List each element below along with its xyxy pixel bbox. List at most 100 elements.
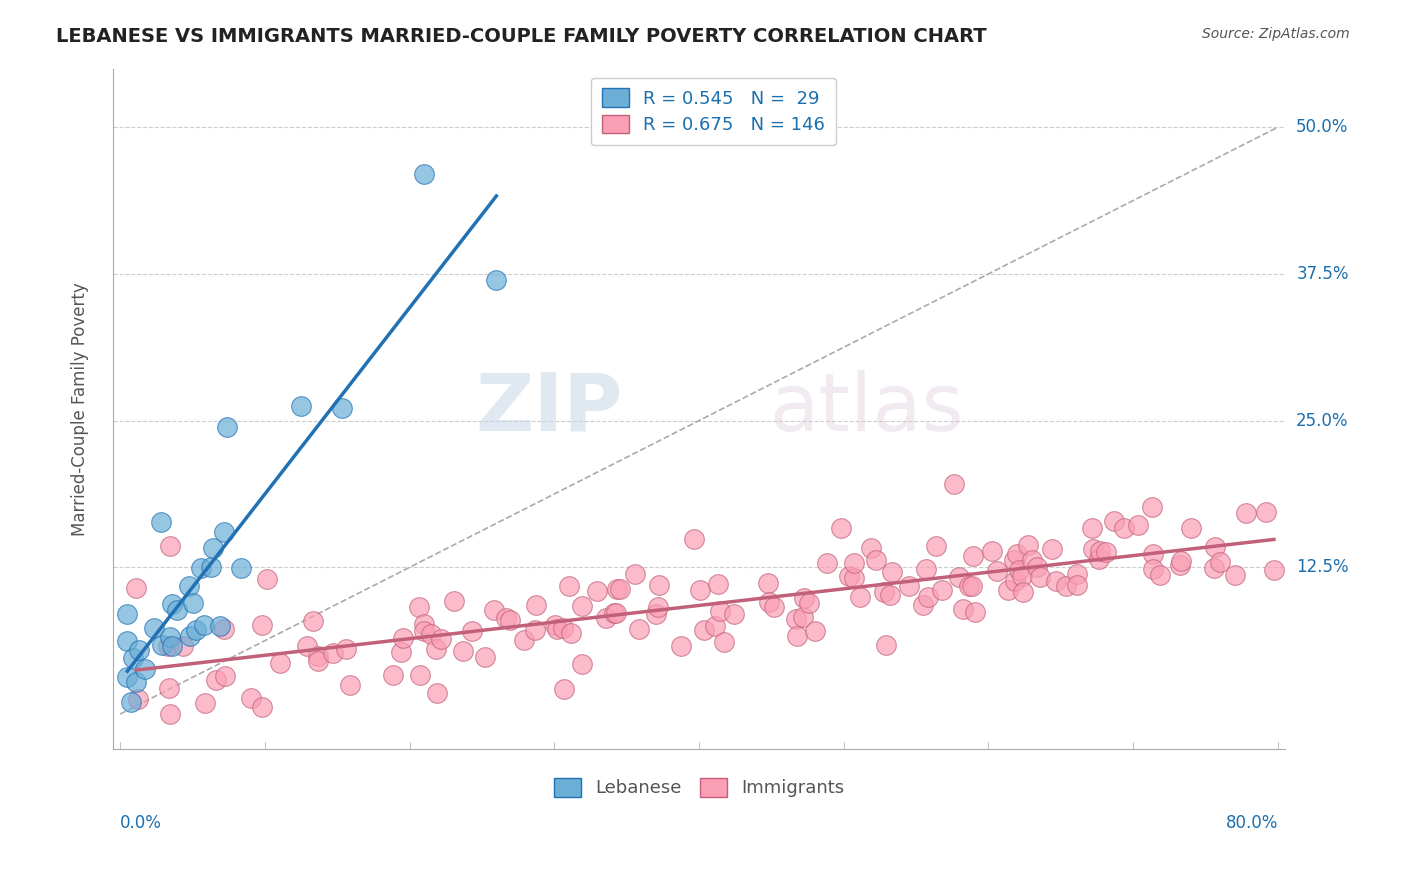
Point xyxy=(792,610,814,624)
Point xyxy=(419,626,441,640)
Point xyxy=(413,167,436,181)
Point xyxy=(997,582,1019,597)
Point xyxy=(1040,542,1063,557)
Text: 12.5%: 12.5% xyxy=(1296,558,1348,576)
Text: 50.0%: 50.0% xyxy=(1296,119,1348,136)
Point xyxy=(551,621,574,635)
Point xyxy=(647,600,669,615)
Point xyxy=(965,605,987,619)
Point xyxy=(1234,506,1257,520)
Text: 37.5%: 37.5% xyxy=(1296,265,1348,283)
Point xyxy=(605,606,627,620)
Point xyxy=(339,678,361,692)
Point xyxy=(865,552,887,566)
Point xyxy=(322,646,344,660)
Point xyxy=(948,570,970,584)
Point xyxy=(689,582,711,597)
Point xyxy=(546,622,568,636)
Point xyxy=(482,603,505,617)
Point xyxy=(623,567,645,582)
Point xyxy=(1142,547,1164,561)
Point xyxy=(205,673,228,687)
Point xyxy=(495,611,517,625)
Point xyxy=(125,674,148,689)
Point xyxy=(1045,574,1067,588)
Point xyxy=(413,617,436,632)
Point xyxy=(602,606,624,620)
Point xyxy=(560,626,582,640)
Point xyxy=(586,584,609,599)
Point xyxy=(194,696,217,710)
Point xyxy=(595,611,617,625)
Point xyxy=(1066,578,1088,592)
Point xyxy=(1223,567,1246,582)
Point xyxy=(1083,542,1105,557)
Point xyxy=(707,577,730,591)
Point xyxy=(962,549,984,563)
Point xyxy=(1004,574,1026,588)
Point xyxy=(1102,514,1125,528)
Point xyxy=(838,569,860,583)
Point xyxy=(250,618,273,632)
Point xyxy=(307,648,329,663)
Point xyxy=(875,638,897,652)
Point xyxy=(160,639,183,653)
Point xyxy=(159,539,181,553)
Point xyxy=(513,632,536,647)
Point xyxy=(498,613,520,627)
Point xyxy=(917,590,939,604)
Point xyxy=(172,639,194,653)
Text: Source: ZipAtlas.com: Source: ZipAtlas.com xyxy=(1202,27,1350,41)
Point xyxy=(212,525,235,540)
Point xyxy=(426,686,449,700)
Point xyxy=(177,579,200,593)
Point xyxy=(330,401,353,415)
Point xyxy=(758,595,780,609)
Point xyxy=(842,571,865,585)
Text: LEBANESE VS IMMIGRANTS MARRIED-COUPLE FAMILY POVERTY CORRELATION CHART: LEBANESE VS IMMIGRANTS MARRIED-COUPLE FA… xyxy=(56,27,987,45)
Point xyxy=(1149,568,1171,582)
Point xyxy=(231,561,253,575)
Point xyxy=(830,521,852,535)
Point xyxy=(1142,500,1164,514)
Point xyxy=(758,576,780,591)
Point xyxy=(128,643,150,657)
Point xyxy=(250,699,273,714)
Point xyxy=(150,515,173,529)
Point xyxy=(409,668,432,682)
Point xyxy=(713,634,735,648)
Point xyxy=(1263,563,1285,577)
Point xyxy=(1168,558,1191,573)
Point xyxy=(880,566,903,580)
Point xyxy=(214,669,236,683)
Text: 0.0%: 0.0% xyxy=(120,814,162,832)
Point xyxy=(627,622,650,636)
Point xyxy=(1088,544,1111,558)
Point xyxy=(460,624,482,639)
Point xyxy=(429,632,451,646)
Point xyxy=(957,579,980,593)
Point xyxy=(1114,521,1136,535)
Point xyxy=(200,559,222,574)
Point xyxy=(912,598,935,612)
Point xyxy=(952,602,974,616)
Point xyxy=(1066,567,1088,582)
Legend: Lebanese, Immigrants: Lebanese, Immigrants xyxy=(543,767,855,808)
Point xyxy=(201,541,224,555)
Point xyxy=(1021,553,1043,567)
Point xyxy=(669,639,692,653)
Point xyxy=(485,273,508,287)
Point xyxy=(648,578,671,592)
Point xyxy=(209,619,232,633)
Point xyxy=(297,639,319,653)
Point xyxy=(117,607,139,621)
Point xyxy=(1202,561,1225,575)
Point xyxy=(804,624,827,638)
Point xyxy=(842,556,865,570)
Point xyxy=(1204,540,1226,554)
Point xyxy=(709,604,731,618)
Point xyxy=(1029,569,1052,583)
Point xyxy=(451,643,474,657)
Point xyxy=(302,615,325,629)
Point xyxy=(786,629,808,643)
